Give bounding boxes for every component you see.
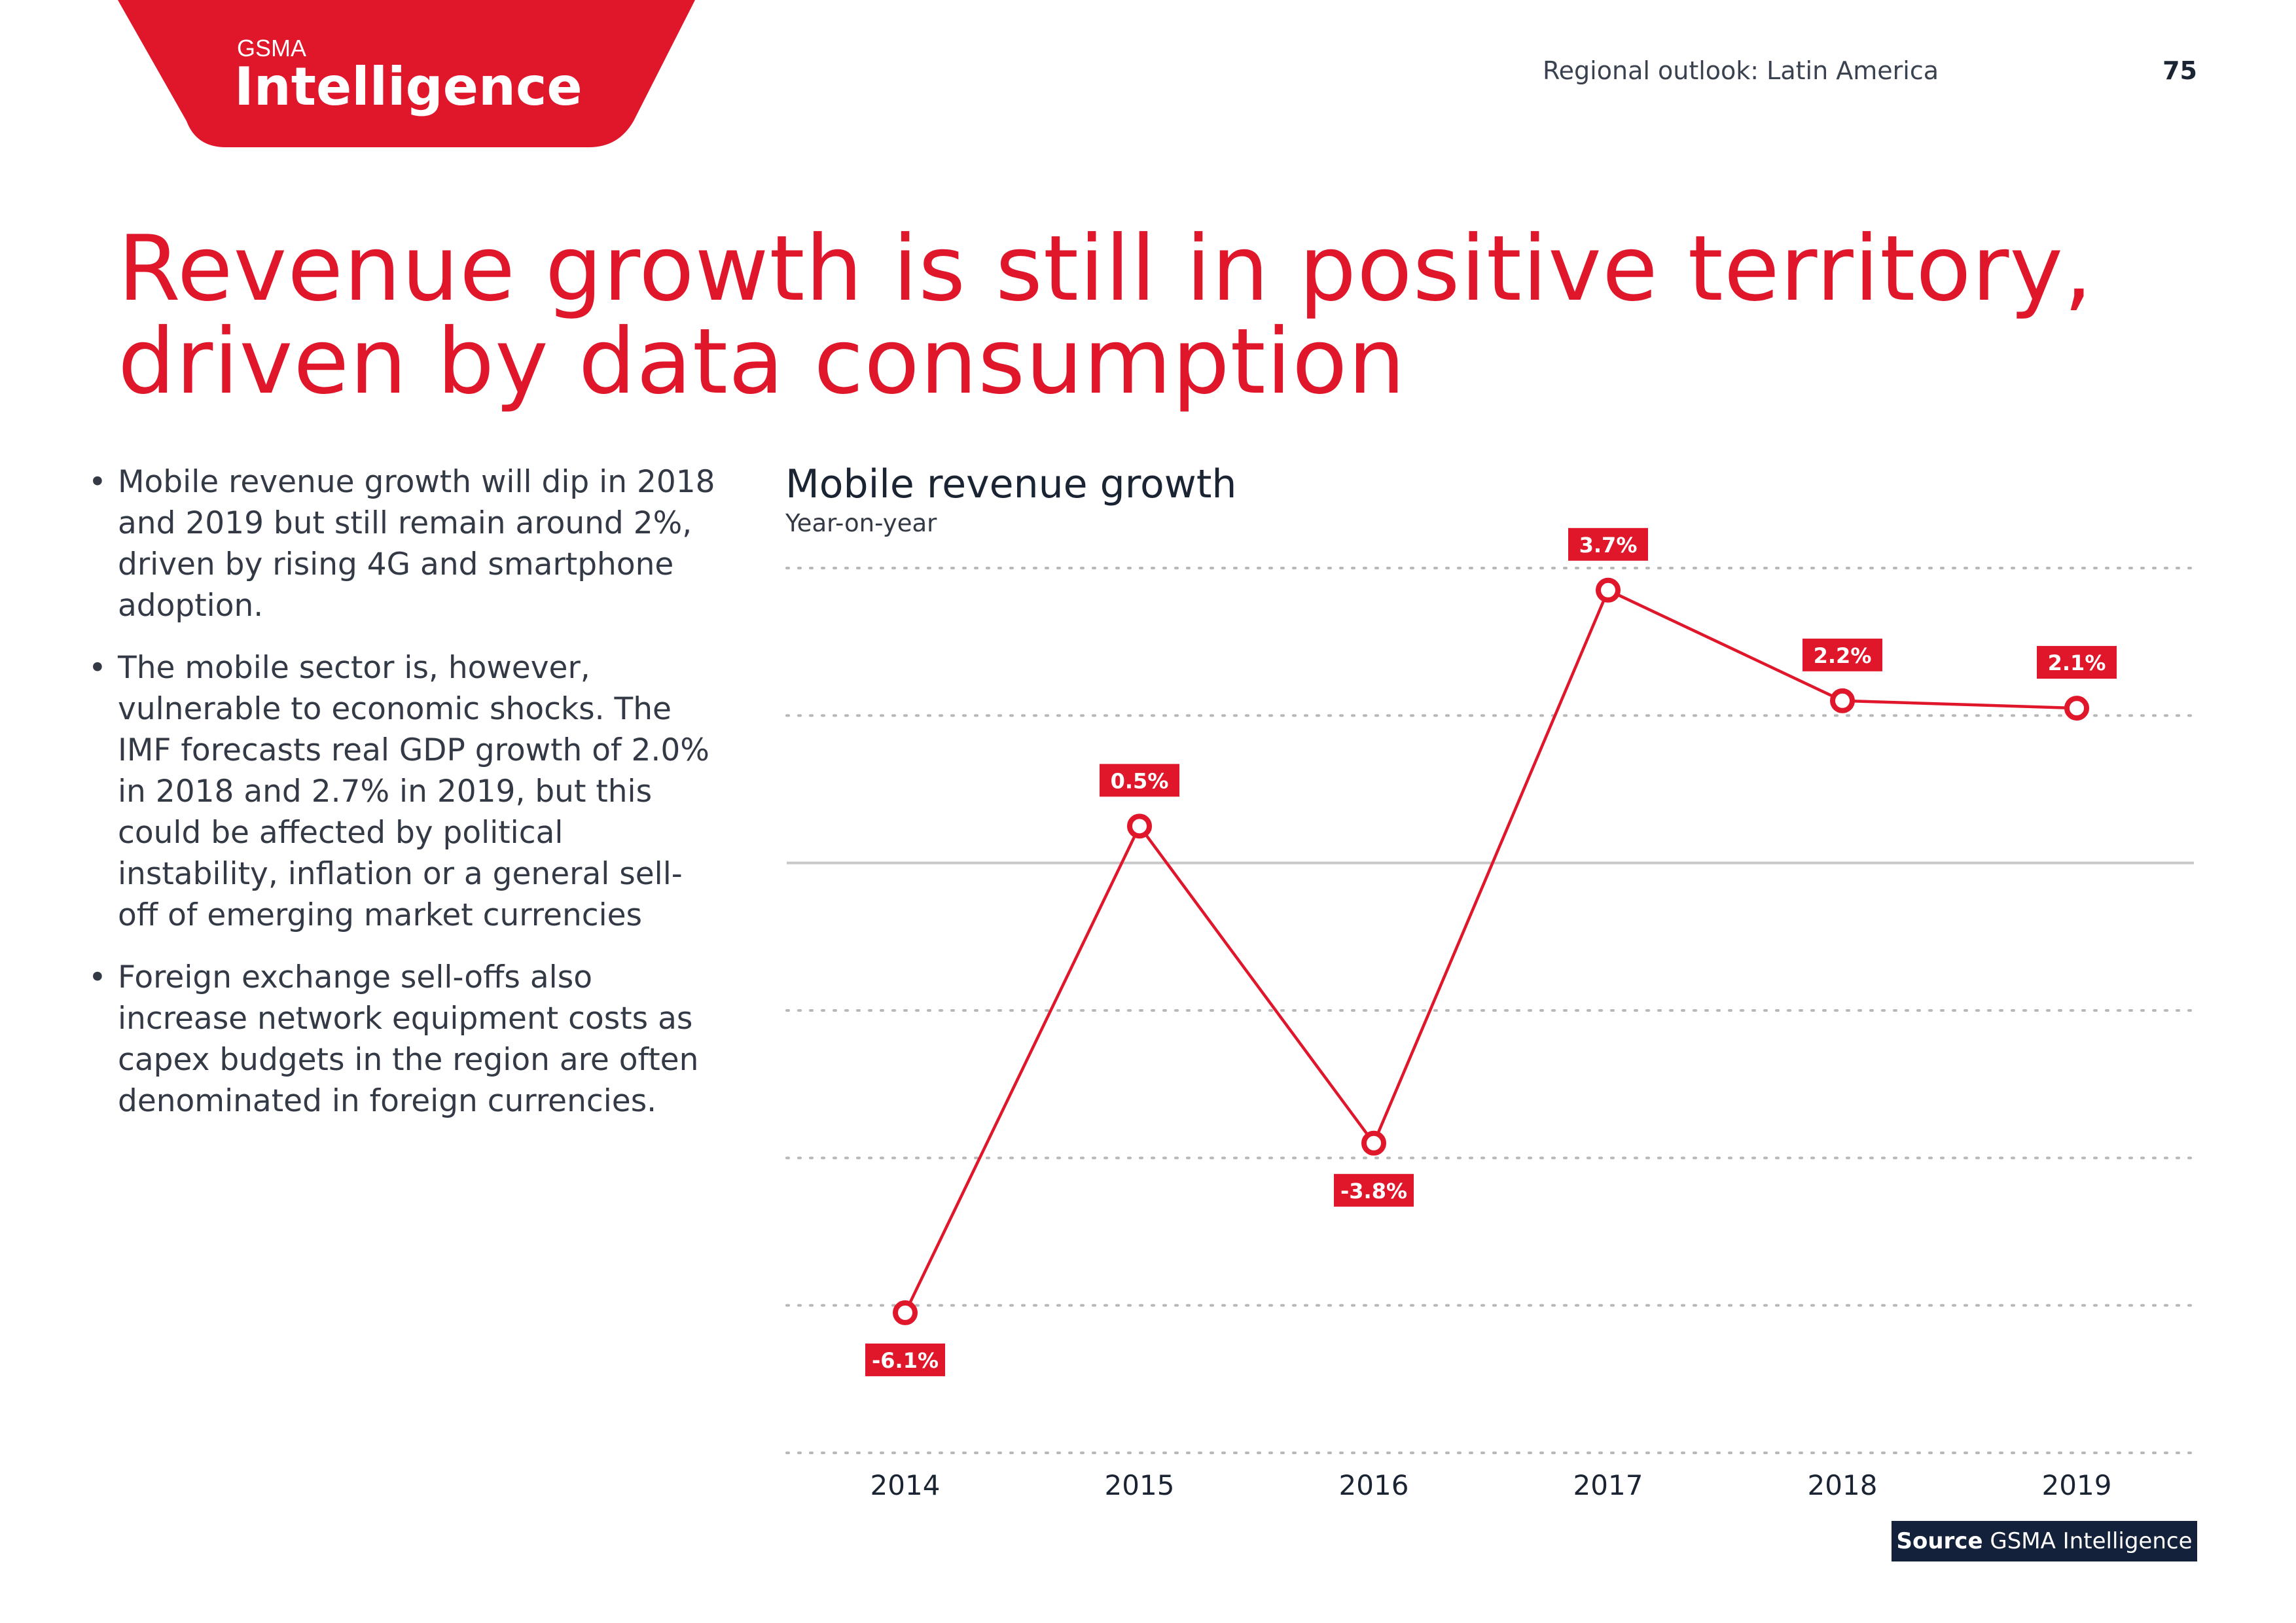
data-label-box bbox=[1568, 527, 1648, 561]
data-point bbox=[1361, 1130, 1386, 1156]
svg-text:GSMA: GSMA bbox=[237, 35, 306, 62]
data-label: 3.7% bbox=[1579, 533, 1638, 558]
data-label-box bbox=[1803, 638, 1882, 671]
x-tick-label: 2017 bbox=[1573, 1469, 1643, 1501]
bullet-item: • Foreign exchange sell-offs also increas… bbox=[88, 959, 699, 1119]
x-tick-label: 2015 bbox=[1105, 1469, 1175, 1501]
source-note: Source GSMA Intelligence bbox=[1892, 1521, 2197, 1561]
data-label-box bbox=[1100, 764, 1179, 797]
data-point bbox=[1127, 813, 1152, 839]
page-number: 75 bbox=[2162, 56, 2197, 85]
x-tick-label: 2018 bbox=[1808, 1469, 1878, 1501]
data-label: 2.1% bbox=[2048, 651, 2106, 675]
data-label: 0.5% bbox=[1111, 768, 1169, 793]
data-point bbox=[1596, 577, 1621, 603]
x-tick-label: 2014 bbox=[870, 1469, 941, 1501]
chart-subtitle: Year-on-year bbox=[785, 509, 937, 537]
bullet-list: • Mobile revenue growth will dip in 2018 … bbox=[88, 461, 717, 1143]
chart-title: Mobile revenue growth bbox=[785, 461, 1237, 507]
bullet-item: • Mobile revenue growth will dip in 2018 … bbox=[88, 464, 715, 624]
page-title: Revenue growth is still in positive terr… bbox=[118, 223, 2093, 408]
data-point bbox=[1830, 688, 1855, 713]
data-label: -3.8% bbox=[1340, 1179, 1407, 1204]
svg-text:Intelligence: Intelligence bbox=[234, 56, 583, 117]
title-line: Revenue growth is still in positive terr… bbox=[118, 216, 2093, 321]
data-label: -6.1% bbox=[872, 1348, 939, 1373]
x-tick-label: 2016 bbox=[1339, 1469, 1409, 1501]
data-label: 2.2% bbox=[1814, 643, 1872, 668]
gsma-intelligence-logo: GSMA Intelligence bbox=[118, 0, 695, 147]
data-label-box bbox=[865, 1343, 945, 1376]
data-label-box bbox=[1334, 1173, 1414, 1207]
data-label-box bbox=[2037, 646, 2117, 679]
bullet-item: • The mobile sector is, however, vulnerab… bbox=[88, 650, 709, 933]
section-title: Regional outlook: Latin America bbox=[1542, 56, 1939, 85]
title-line: driven by data consumption bbox=[118, 309, 1406, 414]
data-point bbox=[2064, 696, 2089, 721]
x-tick-label: 2019 bbox=[2042, 1469, 2112, 1501]
series-line bbox=[903, 588, 2077, 1313]
data-point bbox=[893, 1300, 918, 1325]
